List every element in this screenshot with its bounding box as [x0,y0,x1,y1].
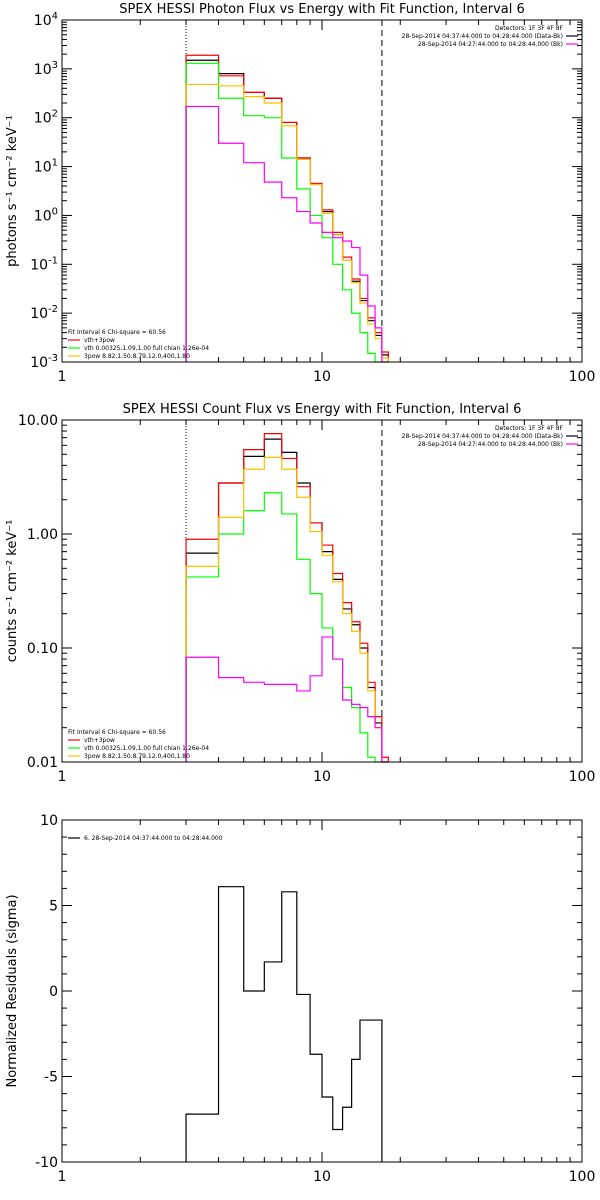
series-line-5 [185,636,389,763]
y-tick-label: 5 [49,899,58,915]
x-tick-label: 10 [313,369,331,385]
series-line-2 [185,54,389,362]
x-tick-label: 100 [569,1169,596,1185]
legend-entry: Fit Interval 6 Chi-square = 60.56 [68,729,166,736]
legend-entry: vth 0.00325,1.09,1.00 full chian 1.26e-0… [84,345,209,352]
y-tick-label: 104 [34,11,58,29]
chart-title: SPEX HESSI Count Flux vs Energy with Fit… [123,402,522,417]
y-tick-label: 103 [34,60,58,78]
x-tick-label: 100 [569,369,596,385]
y-tick-label: 101 [34,158,58,176]
x-tick-label: 1 [58,1169,67,1185]
series-line-5 [185,105,389,363]
y-axis-label: photons s⁻¹ cm⁻² keV⁻¹ [5,115,20,267]
chart-title: SPEX HESSI Photon Flux vs Energy with Fi… [119,2,525,17]
y-tick-label: 0 [49,984,58,1000]
legend-left: Fit Interval 6 Chi-square = 60.56vth+3po… [68,329,209,360]
x-tick-label: 1 [58,769,67,785]
series-line-2 [185,432,389,762]
plot-frame [61,19,583,363]
legend-entry: Detectors: 1F 3F 4F 8F [495,25,564,32]
legend-entry: 28-Sep-2014 04:37:44.000 to 04:28:44.000… [402,33,563,40]
x-tick-label: 10 [313,1169,331,1185]
x-tick-label: 1 [58,369,67,385]
chart-panel-1: SPEX HESSI Photon Flux vs Energy with Fi… [5,2,595,385]
y-tick-label: -10 [35,1155,58,1171]
y-axis-label: Normalized Residuals (sigma) [5,894,20,1087]
legend-entry: Detectors: 1F 3F 4F 8F [495,425,564,432]
y-axis-label: counts s⁻¹ cm⁻² keV⁻¹ [5,520,20,663]
legend-entry: Fit Interval 6 Chi-square = 60.56 [68,329,166,336]
legend-entry: vth+3pow [84,737,115,744]
legend-entry: 28-Sep-2014 04:37:44.000 to 04:28:44.000… [402,433,563,440]
series-line-4 [185,83,389,362]
plot-frame [61,819,583,1163]
y-tick-label: 10-1 [30,255,58,273]
y-tick-label: 1.00 [27,527,58,543]
legend-left: Fit Interval 6 Chi-square = 60.56vth+3po… [68,729,209,760]
legend-entry: 6. 28-Sep-2014 04:37:44.000 to 04:28:44.… [84,835,223,842]
legend-entry: vth 0.00325,1.09,1.00 full chian 1.26e-0… [84,745,209,752]
y-tick-label: 10 [40,813,58,829]
y-tick-label: 102 [34,109,58,127]
y-tick-label: 10.00 [18,413,58,429]
x-tick-label: 100 [569,769,596,785]
y-tick-label: 0.01 [27,755,58,771]
legend-entry: 3pow 8.82,1.50,8.79,12.0,400,1.80 [84,353,190,360]
y-tick-label: 100 [34,206,58,224]
chart-panel-2: SPEX HESSI Count Flux vs Energy with Fit… [5,402,595,785]
x-tick-label: 10 [313,769,331,785]
series-line-1 [185,886,383,1162]
chart-panel-3: Normalized Residuals (sigma) 1 10 100 -10 -5 0… [5,813,595,1185]
series-line-1 [185,438,389,763]
y-tick-label: 0.10 [27,641,58,657]
series-line-3 [185,62,389,363]
legend-entry: 3pow 8.82,1.50,8.79,12.0,400,1.80 [84,753,190,760]
legend-entry: 28-Sep-2014 04:27:44.000 to 04:28:44.000… [418,441,563,448]
legend-left: 6. 28-Sep-2014 04:37:44.000 to 04:28:44.… [68,835,223,842]
y-tick-label: -5 [44,1070,58,1086]
series-line-1 [185,59,389,362]
legend-entry: vth+3pow [84,337,115,344]
series-line-4 [185,456,389,763]
y-tick-label: 10-3 [30,353,58,371]
legend-entry: 28-Sep-2014 04:27:44.000 to 04:28:44.000… [418,41,563,48]
y-tick-label: 10-2 [30,304,58,322]
plot-frame [61,419,583,763]
series-line-3 [185,492,389,763]
